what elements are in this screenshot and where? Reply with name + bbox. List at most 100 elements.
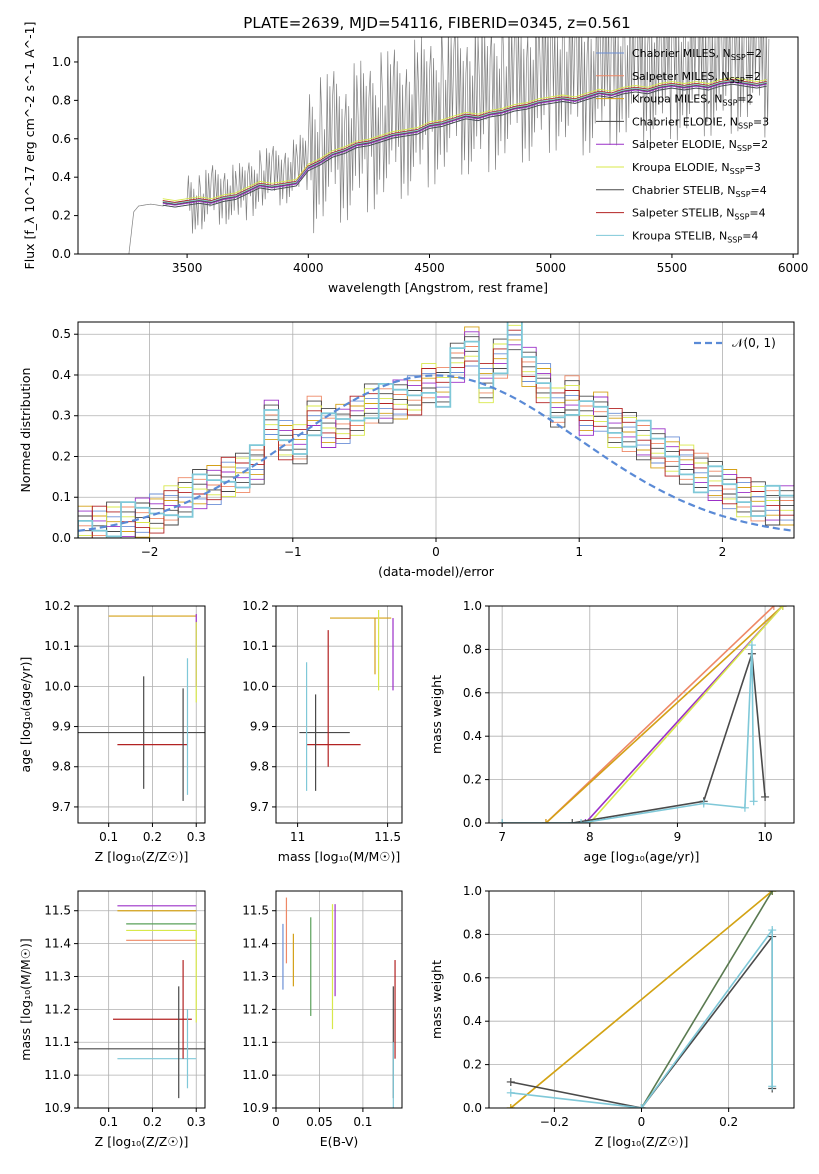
legend-label: Chabrier STELIB, NSSP=4 (632, 184, 767, 199)
y-tick-label: 9.8 (52, 760, 71, 774)
axes-frame (77, 36, 799, 255)
weight-line (545, 606, 775, 823)
y-tick-label: 11.3 (242, 969, 269, 983)
y-tick-label: 0.4 (52, 368, 71, 382)
x-tick-label: 9 (674, 830, 682, 844)
x-tick-label: 5000 (535, 261, 566, 275)
y-tick-label: 0.0 (52, 247, 71, 261)
x-tick-label: 0.05 (306, 1115, 333, 1129)
x-axis-label: Z [log₁₀(Z/Z☉)] (595, 1134, 689, 1149)
panel-age-vs-Z: 0.1 0.2 0.3 9.7 9.8 9.9 10.0 10.1 10.2 Z [log₁₀(Z… (18, 599, 206, 864)
y-tick-label: 0.0 (52, 531, 71, 545)
histogram-series (78, 322, 794, 538)
y-tick-label: 0.2 (52, 209, 71, 223)
y-axis-label: Flux [f_λ 10^-17 erg cm^-2 s^-1 A^-1] (22, 22, 37, 270)
legend-label: Kroupa MILES, NSSP=2 (632, 93, 754, 108)
y-tick-label: 1.0 (463, 599, 482, 613)
x-tick-label: −0.2 (540, 1115, 569, 1129)
y-tick-label: 11.3 (44, 969, 71, 983)
weight-line (502, 653, 766, 823)
weight-marker (498, 819, 507, 823)
x-tick-label: 0 (432, 545, 440, 559)
legend-text: Kroupa STELIB, N (632, 229, 727, 242)
legend-text: Chabrier ELODIE, N (632, 115, 738, 128)
y-tick-label: 0.1 (52, 490, 71, 504)
legend-subscript: SSP (730, 76, 745, 85)
plot-area (128, 37, 770, 254)
y-tick-label: 11.0 (242, 1068, 269, 1082)
legend-subscript: SSP (737, 144, 752, 153)
x-tick-label: 10 (757, 830, 772, 844)
y-tick-label: 10.2 (242, 599, 269, 613)
y-tick-label: 1.0 (52, 55, 71, 69)
y-tick-label: 11.4 (242, 937, 269, 951)
plot-area (506, 891, 777, 1108)
x-tick-label: 0.2 (143, 830, 162, 844)
model-line (162, 81, 767, 206)
x-tick-label: 0.1 (99, 1115, 118, 1129)
x-axis-label: age [log₁₀(age/yr)] (584, 849, 700, 864)
x-tick-label: −1 (284, 545, 302, 559)
y-tick-label: 1.0 (463, 884, 482, 898)
y-tick-label: 0.4 (463, 729, 482, 743)
panel-weight-vs-Z: −0.2 0 0.2 0.0 0.2 0.4 0.6 0.8 1.0 Z [log₁₀(Z/Z☉)… (429, 884, 795, 1149)
y-tick-label: 9.7 (250, 800, 269, 814)
model-line (162, 81, 767, 205)
y-axis-label: mass weight (429, 960, 444, 1039)
weight-marker (506, 1104, 515, 1108)
plot-area (78, 322, 794, 538)
y-tick-label: 11.2 (44, 1002, 71, 1016)
weight-marker (761, 792, 770, 801)
x-tick-label: −2 (141, 545, 159, 559)
y-tick-label: 0.0 (463, 816, 482, 830)
data-spectrum-line (128, 37, 770, 254)
y-tick-label: 0.6 (52, 132, 71, 146)
y-tick-label: 10.0 (44, 679, 71, 693)
x-tick-label: 8 (586, 830, 594, 844)
weight-marker (506, 1088, 515, 1097)
plot-area (299, 610, 394, 791)
y-axis-label: mass weight (429, 675, 444, 754)
y-tick-label: 0.8 (463, 927, 482, 941)
legend-text-end: =2 (737, 93, 753, 106)
weight-line (545, 606, 784, 823)
legend-text: Kroupa MILES, N (632, 93, 722, 106)
x-axis-label: E(B-V) (320, 1134, 359, 1149)
figure-title: PLATE=2639, MJD=54116, FIBERID=0345, z=0… (243, 14, 630, 32)
weight-line (510, 927, 773, 1108)
x-tick-label: 1 (575, 545, 583, 559)
y-tick-label: 10.1 (44, 639, 71, 653)
legend-label: Kroupa STELIB, NSSP=4 (632, 229, 758, 244)
weight-line (589, 606, 784, 823)
legend-text: Salpeter MILES, N (632, 70, 730, 83)
x-tick-label: 0.1 (99, 830, 118, 844)
panel-weight-vs-age: 7 8 9 10 0.0 0.2 0.4 0.6 0.8 1.0 age [log₁₀(age/yr… (429, 599, 795, 864)
legend-label: Kroupa ELODIE, NSSP=3 (632, 161, 761, 176)
y-tick-label: 0.6 (463, 971, 482, 985)
y-tick-label: 10.1 (242, 639, 269, 653)
y-axis-label: mass [log₁₀(M/M☉)] (18, 938, 33, 1060)
legend-text-end: =4 (742, 229, 758, 242)
y-tick-label: 0.8 (52, 93, 71, 107)
y-tick-label: 11.1 (44, 1035, 71, 1049)
weight-marker (768, 891, 777, 895)
legend-label: Salpeter ELODIE, NSSP=2 (632, 138, 768, 153)
panel-spectrum: 3500 4000 4500 5000 5500 6000 0.0 0.2 0.4 0.6 0.8 1… (22, 22, 808, 295)
weight-marker (568, 819, 577, 823)
weight-marker (747, 641, 756, 650)
x-tick-label: 0 (638, 1115, 646, 1129)
legend-subscript: SSP (738, 121, 753, 130)
weight-marker (637, 1104, 646, 1108)
y-tick-label: 11.5 (44, 904, 71, 918)
axes-frame (488, 605, 795, 824)
y-tick-label: 10.0 (242, 679, 269, 693)
panel-mass-vs-Z: 0.1 0.2 0.3 10.9 11.0 11.1 11.2 11.3 11.4 11.5 Z [… (18, 890, 206, 1149)
legend-subscript: SSP (727, 235, 742, 244)
y-tick-label: 0.4 (52, 170, 71, 184)
y-tick-label: 0.2 (463, 1058, 482, 1072)
legend-text-end: =2 (745, 70, 761, 83)
legend-label: Salpeter STELIB, NSSP=4 (632, 207, 766, 222)
y-tick-label: 9.9 (52, 720, 71, 734)
legend-text-end: =3 (745, 161, 761, 174)
